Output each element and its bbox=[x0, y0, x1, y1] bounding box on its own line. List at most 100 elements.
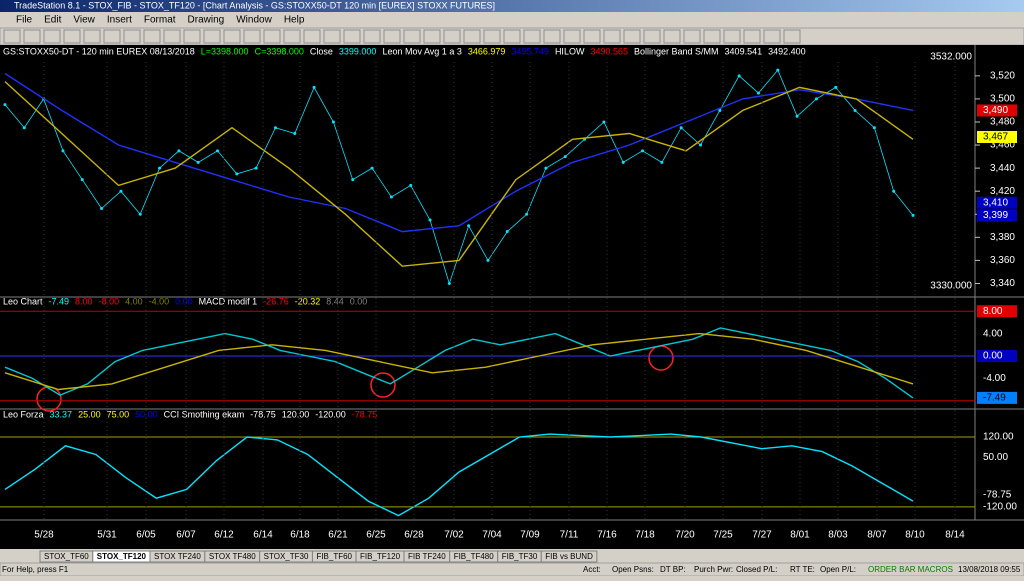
value-marker bbox=[977, 104, 1017, 117]
pane-header-item: -26.76 bbox=[263, 296, 289, 306]
toolbar-button[interactable] bbox=[563, 29, 581, 44]
pane-header-item: CCI Smothing ekam bbox=[164, 409, 245, 419]
toolbar-button[interactable] bbox=[363, 29, 381, 44]
toolbar-button[interactable] bbox=[683, 29, 701, 44]
toolbar-button[interactable] bbox=[503, 29, 521, 44]
y-tick-label: 3,420 bbox=[990, 186, 1015, 197]
menu-item[interactable]: Drawing bbox=[188, 15, 225, 26]
pane-header-item: Close bbox=[310, 46, 333, 56]
toolbar-button[interactable] bbox=[623, 29, 641, 44]
toolbar-button[interactable] bbox=[103, 29, 121, 44]
toolbar-button[interactable] bbox=[443, 29, 461, 44]
toolbar-button[interactable] bbox=[243, 29, 261, 44]
x-tick-label: 7/02 bbox=[444, 530, 464, 541]
toolbar-button[interactable] bbox=[543, 29, 561, 44]
toolbar-button[interactable] bbox=[463, 29, 481, 44]
toolbar-button[interactable] bbox=[763, 29, 781, 44]
tab-label[interactable]: STOX_TF120 bbox=[97, 552, 147, 561]
toolbar-button[interactable] bbox=[303, 29, 321, 44]
x-tick-label: 5/28 bbox=[34, 530, 54, 541]
toolbar-button[interactable] bbox=[203, 29, 221, 44]
range-label: 3330.000 bbox=[930, 281, 972, 292]
toolbar-button[interactable] bbox=[343, 29, 361, 44]
menu-item[interactable]: Window bbox=[236, 15, 272, 26]
status-item: ORDER BAR MACROS bbox=[868, 565, 953, 574]
value-marker bbox=[977, 130, 1017, 143]
x-tick-label: 7/09 bbox=[520, 530, 540, 541]
toolbar-button[interactable] bbox=[643, 29, 661, 44]
value-marker bbox=[977, 451, 1017, 464]
tab[interactable] bbox=[540, 550, 598, 563]
toolbar-button[interactable] bbox=[123, 29, 141, 44]
pane-header-item: 4.00 bbox=[125, 296, 143, 306]
tab-label[interactable]: STOX_TF60 bbox=[44, 552, 89, 561]
toolbar-button[interactable] bbox=[43, 29, 61, 44]
pane-header-item: 3490.565 bbox=[590, 46, 628, 56]
toolbar-button[interactable] bbox=[383, 29, 401, 44]
toolbar-button[interactable] bbox=[723, 29, 741, 44]
tab-label[interactable]: FIB_TF480 bbox=[454, 552, 495, 561]
toolbar-button[interactable] bbox=[163, 29, 181, 44]
value-marker-label: 50.00 bbox=[983, 452, 1008, 463]
tab-label[interactable]: FIB_TF60 bbox=[316, 552, 352, 561]
x-tick-label: 7/20 bbox=[675, 530, 695, 541]
tab-label[interactable]: FIB_TF30 bbox=[502, 552, 538, 561]
menu-item[interactable]: View bbox=[73, 15, 95, 26]
value-marker-label: 3,410 bbox=[983, 197, 1008, 208]
toolbar-button[interactable] bbox=[3, 29, 21, 44]
status-item: RT TE: bbox=[790, 565, 815, 574]
tab-label[interactable]: FIB TF240 bbox=[408, 552, 446, 561]
toolbar-button[interactable] bbox=[423, 29, 441, 44]
toolbar-button[interactable] bbox=[783, 29, 801, 44]
toolbar-button[interactable] bbox=[143, 29, 161, 44]
toolbar-button[interactable] bbox=[283, 29, 301, 44]
value-marker bbox=[977, 500, 1017, 513]
x-tick-label: 8/10 bbox=[905, 530, 925, 541]
value-marker-label: -78.75 bbox=[983, 490, 1012, 501]
tab-label[interactable]: FIB_TF120 bbox=[360, 552, 401, 561]
annotation-circle bbox=[370, 372, 396, 398]
toolbar-button[interactable] bbox=[263, 29, 281, 44]
toolbar-button[interactable] bbox=[743, 29, 761, 44]
toolbar-button[interactable] bbox=[583, 29, 601, 44]
pane-header-item: MACD modif 1 bbox=[199, 296, 258, 306]
toolbar-button[interactable] bbox=[603, 29, 621, 44]
menu-item[interactable]: File bbox=[16, 15, 33, 26]
value-marker-label: -7.49 bbox=[983, 393, 1006, 404]
tab-label[interactable]: FIB vs BUND bbox=[545, 552, 593, 561]
series-line bbox=[4, 72, 914, 233]
x-tick-label: 7/11 bbox=[560, 530, 579, 541]
y-tick-label: 3,360 bbox=[990, 255, 1015, 266]
pane-header-item: 3495.749 bbox=[511, 46, 549, 56]
toolbar-button[interactable] bbox=[223, 29, 241, 44]
toolbar-button[interactable] bbox=[483, 29, 501, 44]
value-marker-label: -4.00 bbox=[983, 373, 1006, 384]
value-marker-label: 4.00 bbox=[983, 328, 1003, 339]
menu-item[interactable]: Insert bbox=[107, 15, 132, 26]
toolbar-button[interactable] bbox=[703, 29, 721, 44]
tab-label[interactable]: STOX_TF30 bbox=[264, 552, 309, 561]
pane-header-item: GS:STOXX50-DT - 120 min EUREX 08/13/2018 bbox=[3, 46, 195, 56]
status-item: For Help, press F1 bbox=[2, 565, 69, 574]
toolbar-button[interactable] bbox=[23, 29, 41, 44]
toolbar-button[interactable] bbox=[63, 29, 81, 44]
pane-header-item: Leo Forza bbox=[3, 409, 44, 419]
menu-item[interactable]: Format bbox=[144, 15, 176, 26]
menu-item[interactable]: Edit bbox=[44, 15, 61, 26]
toolbar-button[interactable] bbox=[183, 29, 201, 44]
pane-header-item: -7.49 bbox=[49, 296, 70, 306]
toolbar-button[interactable] bbox=[523, 29, 541, 44]
toolbar-button[interactable] bbox=[323, 29, 341, 44]
tab-label[interactable]: STOX TF480 bbox=[209, 552, 256, 561]
pane-header-item: HILOW bbox=[555, 46, 585, 56]
toolbar-button[interactable] bbox=[403, 29, 421, 44]
status-item: Acct: bbox=[583, 565, 601, 574]
tab-label[interactable]: STOX TF240 bbox=[154, 552, 201, 561]
menu-item[interactable]: Help bbox=[284, 15, 305, 26]
series-line bbox=[4, 332, 914, 391]
toolbar-button[interactable] bbox=[83, 29, 101, 44]
series-line bbox=[4, 433, 914, 517]
x-tick-label: 6/28 bbox=[404, 530, 424, 541]
toolbar-button[interactable] bbox=[663, 29, 681, 44]
